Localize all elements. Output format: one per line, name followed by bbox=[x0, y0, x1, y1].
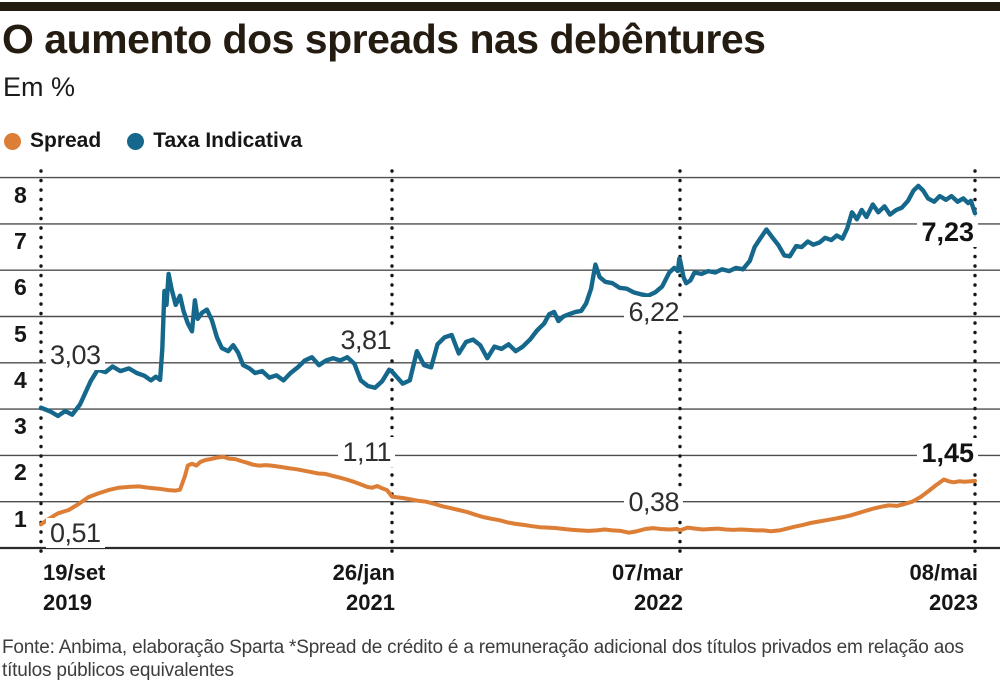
chart-title: O aumento dos spreads nas debêntures bbox=[2, 16, 766, 62]
series-line-taxa-indicativa bbox=[38, 183, 978, 419]
y-axis-label-7: 7 bbox=[14, 227, 27, 254]
legend-item-taxa-indicativa: Taxa Indicativa bbox=[127, 129, 302, 153]
annotation-0,38: 0,38 bbox=[624, 487, 683, 518]
annotation-3,03: 3,03 bbox=[46, 339, 105, 370]
series-line-spread bbox=[39, 454, 977, 535]
chart-unit-label: Em % bbox=[3, 72, 76, 102]
legend-dot-spread-icon bbox=[4, 132, 21, 150]
x-axis-label-0: 19/set 2019 bbox=[43, 560, 106, 615]
legend: Spread Taxa Indicativa bbox=[4, 129, 302, 153]
annotation-7,23: 7,23 bbox=[917, 216, 978, 247]
annotation-1,45: 1,45 bbox=[917, 438, 978, 469]
top-accent-bar bbox=[0, 2, 1000, 11]
legend-dot-taxa-indicativa-icon bbox=[127, 132, 145, 150]
x-axis-label-2: 07/mar 2022 bbox=[612, 560, 683, 615]
y-axis-label-5: 5 bbox=[14, 320, 27, 347]
y-axis-label-4: 4 bbox=[14, 366, 27, 393]
y-axis-label-2: 2 bbox=[14, 459, 27, 486]
annotation-1,11: 1,11 bbox=[338, 437, 395, 468]
y-axis-label-6: 6 bbox=[14, 274, 27, 301]
legend-label-spread: Spread bbox=[30, 129, 102, 152]
annotation-0,51: 0,51 bbox=[46, 518, 105, 549]
y-axis-label-3: 3 bbox=[14, 413, 27, 440]
annotation-3,81: 3,81 bbox=[336, 325, 395, 356]
y-axis-label-8: 8 bbox=[14, 181, 27, 208]
source-note-line1: Fonte: Anbima, elaboração Sparta *Spread… bbox=[2, 637, 964, 658]
annotation-6,22: 6,22 bbox=[624, 296, 683, 327]
x-axis-label-3: 08/mai 2023 bbox=[909, 560, 979, 615]
legend-item-spread: Spread bbox=[4, 129, 101, 153]
source-note-line2: títulos públicos equivalentes bbox=[2, 660, 234, 681]
source-note: Fonte: Anbima, elaboração Sparta *Spread… bbox=[2, 636, 994, 682]
x-axis-label-1: 26/jan 2021 bbox=[332, 560, 395, 615]
y-axis-label-1: 1 bbox=[14, 505, 27, 532]
legend-label-taxa-indicativa: Taxa Indicativa bbox=[153, 129, 303, 152]
